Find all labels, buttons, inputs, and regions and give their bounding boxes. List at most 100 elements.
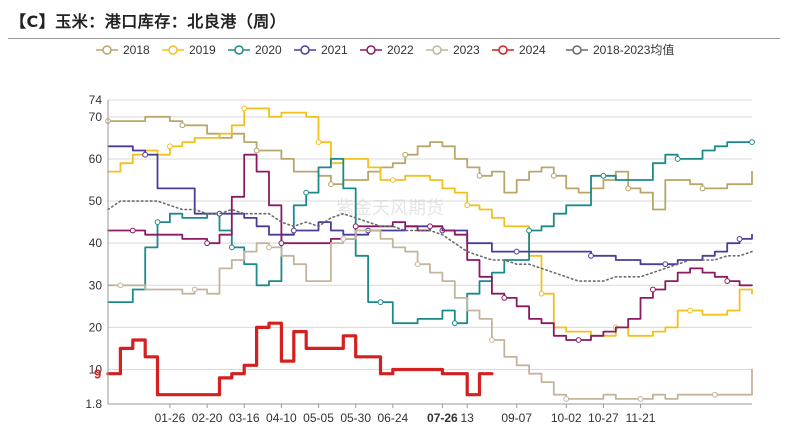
legend-label: 2018-2023均值 bbox=[593, 42, 674, 57]
series-point bbox=[550, 172, 557, 179]
legend-marker bbox=[498, 45, 508, 55]
series-point bbox=[340, 236, 347, 242]
legend-label: 2023 bbox=[453, 43, 480, 57]
series-point bbox=[699, 185, 706, 192]
series-point bbox=[451, 320, 458, 327]
series-point bbox=[204, 240, 210, 247]
x-tick-label: 10-27 bbox=[588, 411, 619, 425]
y-tick-label: 50 bbox=[89, 194, 103, 208]
series-point bbox=[402, 151, 409, 158]
series-point bbox=[427, 223, 433, 230]
title-divider bbox=[8, 38, 780, 39]
series-point bbox=[253, 147, 260, 154]
series-point bbox=[266, 244, 272, 251]
series-point bbox=[142, 151, 149, 158]
y-tick-label: 74 bbox=[89, 93, 103, 107]
series-point bbox=[637, 396, 644, 402]
axes: 1.8 10 20 30 40 50 60 70 74 01-26 02-20 03-16 04-10 0… bbox=[85, 93, 752, 425]
y-tick-label: 60 bbox=[89, 152, 103, 166]
series-point bbox=[290, 227, 297, 234]
legend: 2018 2019 2020 2021 2022 2023 2024 2018-2023均值 bbox=[96, 42, 674, 57]
series-point bbox=[650, 286, 656, 293]
legend-marker bbox=[102, 45, 112, 55]
legend-label: 2024 bbox=[519, 43, 546, 57]
x-tick-label: 04-10 bbox=[266, 411, 297, 425]
legend-label: 2019 bbox=[189, 43, 216, 57]
legend-label: 2021 bbox=[321, 43, 348, 57]
series-point bbox=[464, 202, 471, 209]
series-point bbox=[749, 139, 755, 146]
legend-label: 2022 bbox=[387, 43, 414, 57]
series-point bbox=[600, 172, 607, 179]
legend-label: 2018 bbox=[123, 43, 150, 57]
series-point bbox=[563, 396, 570, 402]
x-tick-label: 03-16 bbox=[229, 411, 260, 425]
x-tick-label: 11-21 bbox=[626, 411, 656, 425]
series-point bbox=[167, 143, 173, 150]
series-point bbox=[303, 189, 310, 196]
series-point bbox=[129, 227, 136, 234]
series-point bbox=[352, 223, 359, 230]
series-point bbox=[625, 185, 632, 192]
legend-marker bbox=[572, 45, 582, 55]
series-point bbox=[117, 282, 124, 289]
series-line-7 bbox=[107, 200, 753, 282]
series-point bbox=[724, 278, 731, 284]
series-group bbox=[105, 105, 755, 402]
series-point bbox=[674, 156, 681, 162]
x-tick-label: 02-20 bbox=[192, 411, 223, 425]
y-tick-label: 1.8 bbox=[85, 397, 102, 411]
series-point bbox=[278, 240, 285, 247]
series-line-1 bbox=[107, 107, 753, 337]
series-point bbox=[179, 122, 186, 129]
series-point bbox=[154, 219, 161, 226]
series-point bbox=[191, 286, 198, 293]
series-point bbox=[526, 227, 532, 234]
legend-marker bbox=[234, 45, 244, 55]
x-tick-label: 06-24 bbox=[377, 411, 408, 425]
legend-marker bbox=[168, 45, 178, 55]
x-tick-label: 05-30 bbox=[340, 411, 371, 425]
legend-marker bbox=[432, 45, 442, 55]
x-tick-label: 01-26 bbox=[155, 411, 186, 425]
series-2024-value-label: 9 bbox=[94, 367, 101, 382]
x-tick-label: 09-07 bbox=[501, 411, 532, 425]
series-line-2 bbox=[107, 141, 753, 325]
watermark: 紫金天风期货 bbox=[336, 198, 444, 219]
series-point bbox=[687, 307, 693, 314]
y-tick-label: 30 bbox=[89, 278, 103, 292]
y-tick-label: 70 bbox=[89, 110, 103, 124]
series-point bbox=[538, 290, 545, 297]
chart-title: 【C】玉米：港口库存：北良港（周） bbox=[10, 12, 287, 31]
series-point bbox=[328, 181, 334, 188]
series-point bbox=[476, 172, 483, 179]
legend-label: 2020 bbox=[255, 43, 282, 57]
series-line-5 bbox=[107, 229, 753, 400]
series-point bbox=[513, 248, 520, 255]
series-point bbox=[241, 105, 248, 112]
series-line-0 bbox=[107, 115, 753, 211]
series-point bbox=[588, 252, 594, 259]
series-point bbox=[315, 139, 322, 146]
series-line-4 bbox=[107, 153, 753, 341]
series-point bbox=[736, 236, 743, 242]
series-point bbox=[377, 299, 384, 306]
series-point bbox=[489, 337, 495, 343]
series-point bbox=[711, 391, 718, 398]
series-point bbox=[228, 244, 235, 251]
series-point bbox=[575, 337, 582, 343]
series-point bbox=[389, 177, 396, 183]
y-tick-label: 10 bbox=[89, 362, 103, 376]
series-line-6 bbox=[106, 321, 494, 397]
x-tick-label: 10-02 bbox=[551, 411, 582, 425]
legend-marker bbox=[366, 45, 376, 55]
x-tick-label: 13 bbox=[460, 411, 474, 425]
series-point bbox=[414, 261, 421, 268]
x-tick-label: 07-26 bbox=[427, 411, 458, 425]
y-tick-label: 20 bbox=[89, 320, 103, 334]
legend-marker bbox=[300, 45, 310, 55]
y-tick-label: 40 bbox=[89, 236, 103, 250]
series-point bbox=[501, 294, 508, 301]
x-tick-label: 05-05 bbox=[303, 411, 334, 425]
